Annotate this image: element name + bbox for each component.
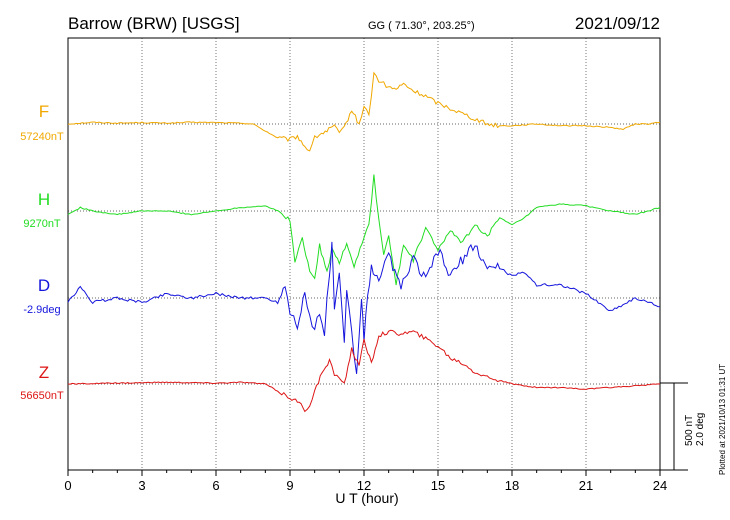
scale-deg: 2.0 deg [695, 413, 706, 446]
plot-date: 2021/09/12 [575, 14, 660, 33]
x-tick-label: 0 [64, 478, 71, 493]
series-line-f [68, 71, 661, 152]
plotted-timestamp: Plotted at 2021/10/13 01:31 UT [718, 364, 727, 475]
component-letter-z: Z [39, 363, 49, 382]
x-axis-ticks: 0 3 6 9 12 15 18 21 24 [64, 470, 667, 493]
series-line-z [67, 329, 661, 413]
x-tick-label: 9 [286, 478, 293, 493]
x-tick-label: 6 [212, 478, 219, 493]
scale-nt: 500 nT [684, 415, 695, 446]
component-letter-h: H [38, 190, 50, 209]
series-line-d [67, 241, 661, 374]
x-tick-label: 12 [357, 478, 371, 493]
baseline-value-d: -2.9deg [23, 304, 60, 316]
component-labels: F 57240nT H 9270nT D -2.9deg Z 56650nT [20, 102, 64, 402]
series-group [67, 71, 661, 413]
baseline-value-f: 57240nT [20, 131, 64, 143]
x-axis-label: U T (hour) [335, 490, 398, 506]
coordinates: GG ( 71.30°, 203.25°) [368, 20, 475, 32]
x-tick-label: 3 [138, 478, 145, 493]
baseline-value-z: 56650nT [20, 390, 64, 402]
x-tick-label: 21 [579, 478, 593, 493]
x-tick-label: 15 [431, 478, 445, 493]
x-tick-label: 18 [505, 478, 519, 493]
grid [141, 38, 587, 470]
x-tick-label: 24 [653, 478, 667, 493]
component-letter-f: F [39, 102, 49, 121]
series-line-h [67, 174, 661, 286]
baseline-value-h: 9270nT [23, 218, 61, 230]
component-letter-d: D [38, 276, 50, 295]
station-title: Barrow (BRW) [USGS] [68, 14, 240, 33]
